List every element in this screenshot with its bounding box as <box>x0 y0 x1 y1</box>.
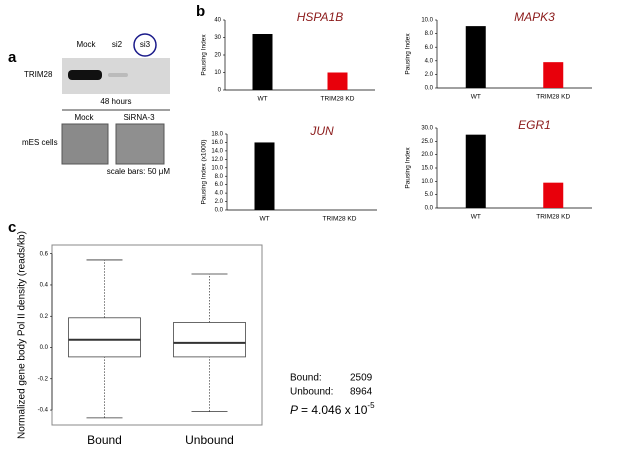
y-tick-label: 8.0 <box>215 174 224 180</box>
y-tick-label: 0.4 <box>40 283 49 289</box>
scale-label: scale bars: 50 μM <box>107 167 171 176</box>
y-tick-label: 6.0 <box>215 182 224 188</box>
y-tick-label: 4.0 <box>215 191 224 197</box>
bar <box>465 134 486 208</box>
y-axis-label: Pausing Index <box>405 147 412 189</box>
box <box>173 322 246 358</box>
image-label: SiRNA-3 <box>123 113 155 122</box>
cell-image <box>61 123 109 165</box>
x-tick-label: WT <box>257 96 267 103</box>
bar <box>252 34 273 90</box>
y-axis-label: Pausing Index <box>405 33 412 75</box>
cells-label: mES cells <box>22 138 58 147</box>
y-tick-label: 8.0 <box>425 31 434 37</box>
bar <box>465 26 486 88</box>
chart-title: HSPA1B <box>297 10 343 24</box>
y-axis-label: Pausing Index <box>201 34 208 76</box>
panel-label: c <box>8 219 16 236</box>
panel-label: b <box>196 3 205 20</box>
y-tick-label: -0.4 <box>38 408 49 414</box>
y-tick-label: 30.0 <box>421 126 433 132</box>
bar <box>327 72 348 90</box>
p-exponent: -5 <box>367 401 375 410</box>
count-label: Unbound: <box>290 387 333 398</box>
y-tick-label: 0.0 <box>425 86 434 92</box>
chart-title: MAPK3 <box>514 10 555 24</box>
y-tick-label: 20.0 <box>421 152 433 158</box>
y-tick-label: 6.0 <box>425 45 434 51</box>
highlight-circle <box>133 33 157 57</box>
y-tick-label: 18.0 <box>211 132 223 138</box>
x-tick-label: WT <box>259 216 269 223</box>
y-tick-label: 20 <box>214 53 221 59</box>
y-tick-label: 4.0 <box>425 58 434 64</box>
y-tick-label: 10.0 <box>421 18 433 24</box>
y-tick-label: 14.0 <box>211 148 223 154</box>
count-value: 2509 <box>350 373 373 384</box>
y-tick-label: 0.6 <box>40 251 49 257</box>
y-tick-label: 25.0 <box>421 139 433 145</box>
x-tick-label: Unbound <box>185 433 234 447</box>
x-tick-label: TRIM28 KD <box>321 96 355 103</box>
p-text: = 4.046 x 10 <box>301 403 368 417</box>
x-tick-label: TRIM28 KD <box>536 94 570 101</box>
y-axis-label: Pausing Index (x1000) <box>201 139 208 204</box>
y-axis-label: Normalized gene body Pol II density (rea… <box>17 231 28 439</box>
p-symbol: P <box>290 403 298 417</box>
y-tick-label: -0.2 <box>38 376 49 382</box>
y-tick-label: 5.0 <box>425 192 434 198</box>
chart-title: EGR1 <box>518 118 551 132</box>
y-tick-label: 10 <box>214 70 221 76</box>
lane-label: si2 <box>112 40 123 49</box>
lane-label: si3 <box>140 40 151 49</box>
y-tick-label: 0 <box>218 88 222 94</box>
p-value: P = 4.046 x 10-5 <box>290 401 375 417</box>
cell-image <box>115 123 165 165</box>
lane-label: Mock <box>76 40 96 49</box>
count-label: Bound: <box>290 373 322 384</box>
bar <box>543 182 564 208</box>
y-tick-label: 0.0 <box>215 208 224 214</box>
time-label: 48 hours <box>100 97 131 106</box>
x-tick-label: Bound <box>87 433 122 447</box>
y-tick-label: 15.0 <box>421 166 433 172</box>
blot-band <box>108 73 128 77</box>
y-tick-label: 2.0 <box>215 199 224 205</box>
image-label: Mock <box>74 113 94 122</box>
y-tick-label: 0.0 <box>425 206 434 212</box>
x-tick-label: TRIM28 KD <box>536 214 570 221</box>
x-tick-label: WT <box>471 214 481 221</box>
blot-band <box>68 70 102 80</box>
count-value: 8964 <box>350 387 373 398</box>
y-tick-label: 40 <box>214 18 221 24</box>
y-tick-label: 12.0 <box>211 157 223 163</box>
chart-title: JUN <box>309 124 334 138</box>
y-tick-label: 0.0 <box>40 345 49 351</box>
y-tick-label: 0.2 <box>40 314 49 320</box>
y-tick-label: 2.0 <box>425 72 434 78</box>
y-tick-label: 30 <box>214 35 221 41</box>
y-tick-label: 10.0 <box>211 165 223 171</box>
panel-label: a <box>8 49 17 66</box>
bar <box>543 62 564 88</box>
x-tick-label: WT <box>471 94 481 101</box>
box <box>68 317 141 358</box>
x-tick-label: TRIM28 KD <box>323 216 357 223</box>
y-tick-label: 16.0 <box>211 140 223 146</box>
bar <box>254 142 275 210</box>
y-tick-label: 10.0 <box>421 179 433 185</box>
protein-label: TRIM28 <box>24 70 53 79</box>
